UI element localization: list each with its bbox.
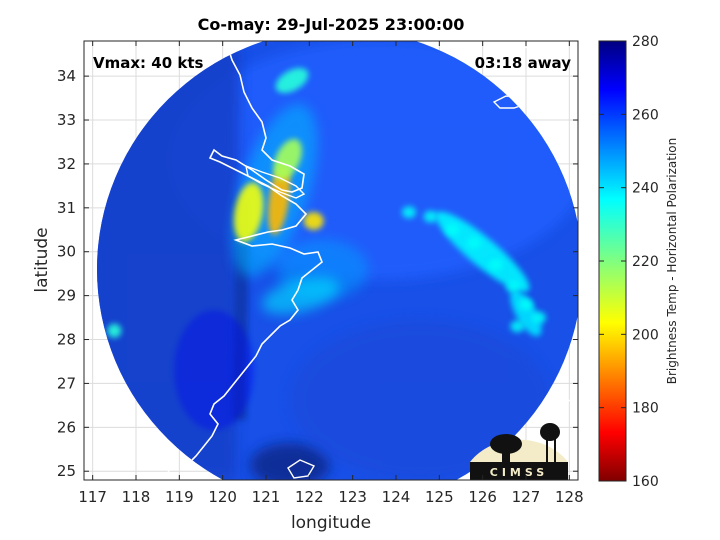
- colorbar-ticks: 160 180 200 220 240 260 280: [599, 34, 659, 490]
- spiral-band-cell: [467, 236, 481, 249]
- x-tick-label: 118: [122, 488, 151, 506]
- x-tick-label: 122: [295, 488, 324, 506]
- spiral-band-cell: [445, 223, 460, 236]
- coastline: [179, 41, 323, 477]
- colorbar-tick-label: 180: [632, 401, 659, 417]
- colorbar-tick-label: 280: [632, 34, 659, 50]
- x-tick-label: 124: [382, 488, 411, 506]
- x-axis-label: longitude: [291, 513, 371, 533]
- colorbar-tick-label: 240: [632, 181, 659, 197]
- y-tick-label: 27: [57, 374, 76, 392]
- south-arc: [261, 277, 340, 315]
- spiral-band-cell: [532, 311, 546, 324]
- spiral-band-cell: [488, 258, 503, 271]
- y-tick-label: 25: [57, 462, 76, 480]
- y-tick-label: 29: [57, 287, 76, 305]
- rainband-north: [273, 138, 302, 181]
- y-axis: 25 26 27 28 29 30 31 32 33 34: [57, 67, 578, 480]
- colorbar-label: Brightness Temp - Horizontal Polarizatio…: [665, 138, 679, 385]
- chart-title: Co-may: 29-Jul-2025 23:00:00: [198, 15, 465, 34]
- rainband-west: [233, 182, 264, 242]
- spiral-band-cell: [423, 210, 438, 223]
- y-tick-label: 33: [57, 111, 76, 129]
- inner-core: [303, 211, 324, 230]
- x-tick-label: 121: [252, 488, 281, 506]
- colorbar-tick-label: 260: [632, 107, 659, 123]
- colorbar-tick-label: 200: [632, 327, 659, 343]
- time-away-annotation: 03:18 away: [475, 54, 572, 72]
- logo-text: CIMSS: [490, 466, 548, 479]
- rainband-core: [267, 163, 291, 235]
- land-region: [174, 310, 254, 431]
- spiral-band-cell: [402, 206, 416, 219]
- spiral-band-cell: [519, 298, 533, 311]
- x-tick-label: 125: [425, 488, 454, 506]
- colorbar-tick-label: 220: [632, 254, 659, 270]
- y-axis-label: latitude: [32, 227, 52, 292]
- isolated-cell: [107, 323, 122, 338]
- axes-frame: [83, 40, 579, 481]
- spiral-band-cell: [506, 280, 520, 293]
- x-tick-label: 128: [555, 488, 584, 506]
- y-tick-label: 30: [57, 243, 76, 261]
- x-tick-label: 127: [512, 488, 541, 506]
- y-tick-label: 32: [57, 155, 76, 173]
- spiral-band-east: [435, 211, 530, 292]
- y-tick-label: 34: [57, 67, 76, 85]
- y-tick-label: 28: [57, 331, 76, 349]
- cimss-logo: CIMSS: [470, 423, 568, 480]
- spiral-band-south: [510, 290, 542, 337]
- y-tick-label: 31: [57, 199, 76, 217]
- x-tick-label: 123: [338, 488, 367, 506]
- x-tick-label: 126: [468, 488, 497, 506]
- x-tick-label: 120: [208, 488, 237, 506]
- vmax-annotation: Vmax: 40 kts: [93, 54, 203, 72]
- colorbar-tick-label: 160: [632, 474, 659, 490]
- x-tick-label: 117: [78, 488, 107, 506]
- rainband-top: [275, 68, 309, 93]
- x-tick-label: 119: [165, 488, 194, 506]
- y-tick-label: 26: [57, 418, 76, 436]
- spiral-band-cell: [510, 320, 525, 333]
- x-axis: 117 118 119 120 121 122 123 124 125 126 127 128: [78, 41, 584, 506]
